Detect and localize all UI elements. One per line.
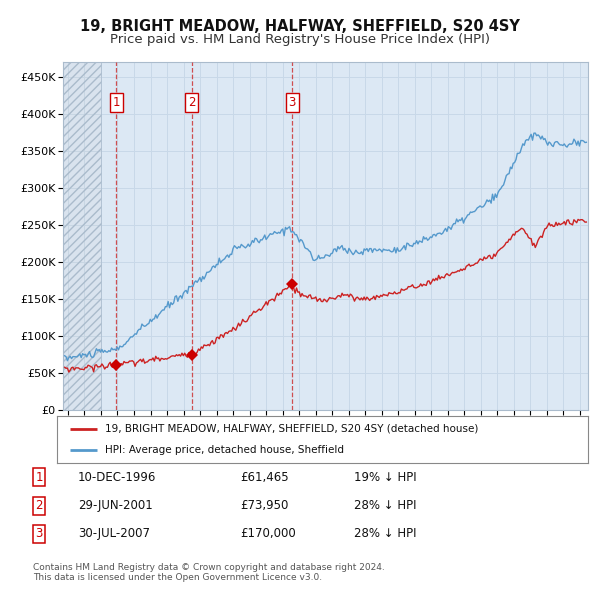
Text: HPI: Average price, detached house, Sheffield: HPI: Average price, detached house, Shef… — [105, 445, 344, 455]
Text: 19, BRIGHT MEADOW, HALFWAY, SHEFFIELD, S20 4SY: 19, BRIGHT MEADOW, HALFWAY, SHEFFIELD, S… — [80, 19, 520, 34]
Text: 28% ↓ HPI: 28% ↓ HPI — [354, 499, 416, 512]
Text: £170,000: £170,000 — [240, 527, 296, 540]
Text: 3: 3 — [289, 96, 296, 109]
Bar — [63, 62, 101, 410]
Text: 3: 3 — [35, 527, 43, 540]
Text: 2: 2 — [35, 499, 43, 512]
Text: 10-DEC-1996: 10-DEC-1996 — [78, 471, 157, 484]
Text: 30-JUL-2007: 30-JUL-2007 — [78, 527, 150, 540]
Text: Contains HM Land Registry data © Crown copyright and database right 2024.: Contains HM Land Registry data © Crown c… — [33, 563, 385, 572]
Text: £61,465: £61,465 — [240, 471, 289, 484]
Text: 29-JUN-2001: 29-JUN-2001 — [78, 499, 153, 512]
Text: 28% ↓ HPI: 28% ↓ HPI — [354, 527, 416, 540]
Bar — [63, 62, 101, 410]
Text: 1: 1 — [35, 471, 43, 484]
Text: 19% ↓ HPI: 19% ↓ HPI — [354, 471, 416, 484]
Text: This data is licensed under the Open Government Licence v3.0.: This data is licensed under the Open Gov… — [33, 573, 322, 582]
Text: 2: 2 — [188, 96, 196, 109]
Text: Price paid vs. HM Land Registry's House Price Index (HPI): Price paid vs. HM Land Registry's House … — [110, 33, 490, 46]
Text: 1: 1 — [113, 96, 120, 109]
Text: 19, BRIGHT MEADOW, HALFWAY, SHEFFIELD, S20 4SY (detached house): 19, BRIGHT MEADOW, HALFWAY, SHEFFIELD, S… — [105, 424, 478, 434]
Text: £73,950: £73,950 — [240, 499, 289, 512]
